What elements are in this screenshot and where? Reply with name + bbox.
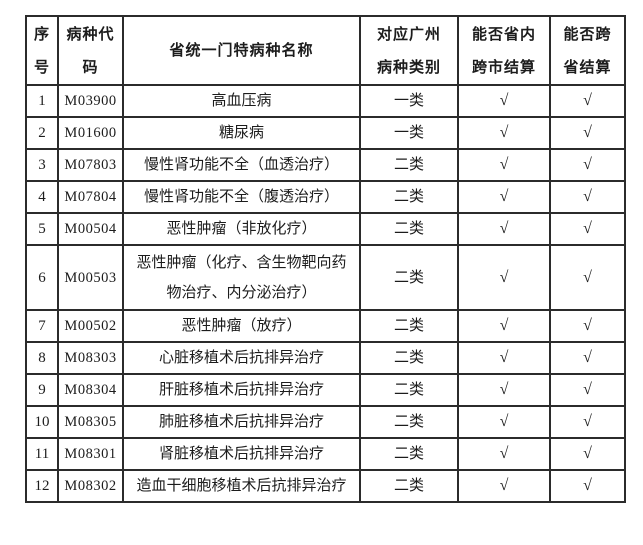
- table-row: 4 M07804 慢性肾功能不全（腹透治疗） 二类 √ √: [25, 180, 626, 214]
- disease-code-cell: M08305: [57, 405, 124, 439]
- intra-province-settlement-cell: √: [457, 309, 551, 343]
- guangzhou-category-cell: 二类: [359, 212, 459, 246]
- disease-name-cell: 高血压病: [122, 84, 361, 118]
- intra-province-settlement-cell: √: [457, 244, 551, 311]
- table-row: 1 M03900 高血压病 一类 √ √: [25, 84, 626, 118]
- disease-code-cell: M07803: [57, 148, 124, 182]
- intra-province-settlement-cell: √: [457, 373, 551, 407]
- table-row: 12 M08302 造血干细胞移植术后抗排异治疗 二类 √ √: [25, 469, 626, 503]
- intra-province-settlement-cell: √: [457, 469, 551, 503]
- table-row: 11 M08301 肾脏移植术后抗排异治疗 二类 √ √: [25, 437, 626, 471]
- disease-code-cell: M08303: [57, 341, 124, 375]
- disease-name-cell: 恶性肿瘤（放疗）: [122, 309, 361, 343]
- cross-province-settlement-cell: √: [549, 116, 626, 150]
- cross-province-settlement-cell: √: [549, 84, 626, 118]
- disease-code-cell: M08301: [57, 437, 124, 471]
- disease-table-body: 1 M03900 高血压病 一类 √ √ 2 M01600 糖尿病 一类 √ √ 3 M07803 慢性肾功…: [25, 84, 626, 503]
- disease-name-cell: 恶性肿瘤（非放化疗）: [122, 212, 361, 246]
- disease-name-cell: 肺脏移植术后抗排异治疗: [122, 405, 361, 439]
- cross-province-settlement-cell: √: [549, 212, 626, 246]
- intra-province-settlement-cell: √: [457, 212, 551, 246]
- table-header-row: 序 号 病种代 码 省统一门特病种名称 对应广州 病种类别 能否省内 跨市结算 …: [25, 15, 626, 86]
- disease-table: 序 号 病种代 码 省统一门特病种名称 对应广州 病种类别 能否省内 跨市结算 …: [25, 15, 626, 503]
- guangzhou-category-cell: 二类: [359, 373, 459, 407]
- disease-name-cell: 慢性肾功能不全（腹透治疗）: [122, 180, 361, 214]
- guangzhou-category-cell: 二类: [359, 309, 459, 343]
- table-container: 序 号 病种代 码 省统一门特病种名称 对应广州 病种类别 能否省内 跨市结算 …: [25, 15, 626, 503]
- serial-number-cell: 11: [25, 437, 59, 471]
- serial-number-cell: 10: [25, 405, 59, 439]
- disease-name-cell: 恶性肿瘤（化疗、含生物靶向药物治疗、内分泌治疗）: [122, 244, 361, 311]
- table-row: 7 M00502 恶性肿瘤（放疗） 二类 √ √: [25, 309, 626, 343]
- disease-code-cell: M07804: [57, 180, 124, 214]
- intra-province-settlement-cell: √: [457, 405, 551, 439]
- disease-name-cell: 糖尿病: [122, 116, 361, 150]
- cross-province-settlement-cell: √: [549, 341, 626, 375]
- serial-number-cell: 5: [25, 212, 59, 246]
- serial-number-cell: 2: [25, 116, 59, 150]
- intra-province-settlement-cell: √: [457, 116, 551, 150]
- header-intra-province-settlement: 能否省内 跨市结算: [457, 15, 551, 86]
- table-row: 2 M01600 糖尿病 一类 √ √: [25, 116, 626, 150]
- disease-code-cell: M08302: [57, 469, 124, 503]
- guangzhou-category-cell: 二类: [359, 244, 459, 311]
- cross-province-settlement-cell: √: [549, 405, 626, 439]
- cross-province-settlement-cell: √: [549, 244, 626, 311]
- intra-province-settlement-cell: √: [457, 180, 551, 214]
- serial-number-cell: 1: [25, 84, 59, 118]
- disease-code-cell: M01600: [57, 116, 124, 150]
- cross-province-settlement-cell: √: [549, 309, 626, 343]
- disease-name-cell: 肾脏移植术后抗排异治疗: [122, 437, 361, 471]
- serial-number-cell: 8: [25, 341, 59, 375]
- disease-code-cell: M00502: [57, 309, 124, 343]
- disease-code-cell: M08304: [57, 373, 124, 407]
- disease-code-cell: M00504: [57, 212, 124, 246]
- guangzhou-category-cell: 一类: [359, 116, 459, 150]
- guangzhou-category-cell: 二类: [359, 405, 459, 439]
- intra-province-settlement-cell: √: [457, 148, 551, 182]
- header-disease-code: 病种代 码: [57, 15, 124, 86]
- table-row: 3 M07803 慢性肾功能不全（血透治疗） 二类 √ √: [25, 148, 626, 182]
- serial-number-cell: 7: [25, 309, 59, 343]
- serial-number-cell: 4: [25, 180, 59, 214]
- disease-name-cell: 慢性肾功能不全（血透治疗）: [122, 148, 361, 182]
- cross-province-settlement-cell: √: [549, 373, 626, 407]
- cross-province-settlement-cell: √: [549, 469, 626, 503]
- table-row: 6 M00503 恶性肿瘤（化疗、含生物靶向药物治疗、内分泌治疗） 二类 √ √: [25, 244, 626, 311]
- guangzhou-category-cell: 二类: [359, 469, 459, 503]
- cross-province-settlement-cell: √: [549, 148, 626, 182]
- serial-number-cell: 9: [25, 373, 59, 407]
- guangzhou-category-cell: 二类: [359, 148, 459, 182]
- serial-number-cell: 12: [25, 469, 59, 503]
- header-guangzhou-category: 对应广州 病种类别: [359, 15, 459, 86]
- table-row: 5 M00504 恶性肿瘤（非放化疗） 二类 √ √: [25, 212, 626, 246]
- cross-province-settlement-cell: √: [549, 180, 626, 214]
- serial-number-cell: 3: [25, 148, 59, 182]
- disease-name-cell: 肝脏移植术后抗排异治疗: [122, 373, 361, 407]
- intra-province-settlement-cell: √: [457, 437, 551, 471]
- header-cross-province-settlement: 能否跨 省结算: [549, 15, 626, 86]
- disease-name-cell: 心脏移植术后抗排异治疗: [122, 341, 361, 375]
- serial-number-cell: 6: [25, 244, 59, 311]
- cross-province-settlement-cell: √: [549, 437, 626, 471]
- disease-name-cell: 造血干细胞移植术后抗排异治疗: [122, 469, 361, 503]
- disease-code-cell: M03900: [57, 84, 124, 118]
- table-row: 8 M08303 心脏移植术后抗排异治疗 二类 √ √: [25, 341, 626, 375]
- intra-province-settlement-cell: √: [457, 84, 551, 118]
- header-serial-number: 序 号: [25, 15, 59, 86]
- table-row: 10 M08305 肺脏移植术后抗排异治疗 二类 √ √: [25, 405, 626, 439]
- table-row: 9 M08304 肝脏移植术后抗排异治疗 二类 √ √: [25, 373, 626, 407]
- guangzhou-category-cell: 二类: [359, 437, 459, 471]
- intra-province-settlement-cell: √: [457, 341, 551, 375]
- guangzhou-category-cell: 二类: [359, 180, 459, 214]
- header-disease-name: 省统一门特病种名称: [122, 15, 361, 86]
- guangzhou-category-cell: 二类: [359, 341, 459, 375]
- guangzhou-category-cell: 一类: [359, 84, 459, 118]
- disease-code-cell: M00503: [57, 244, 124, 311]
